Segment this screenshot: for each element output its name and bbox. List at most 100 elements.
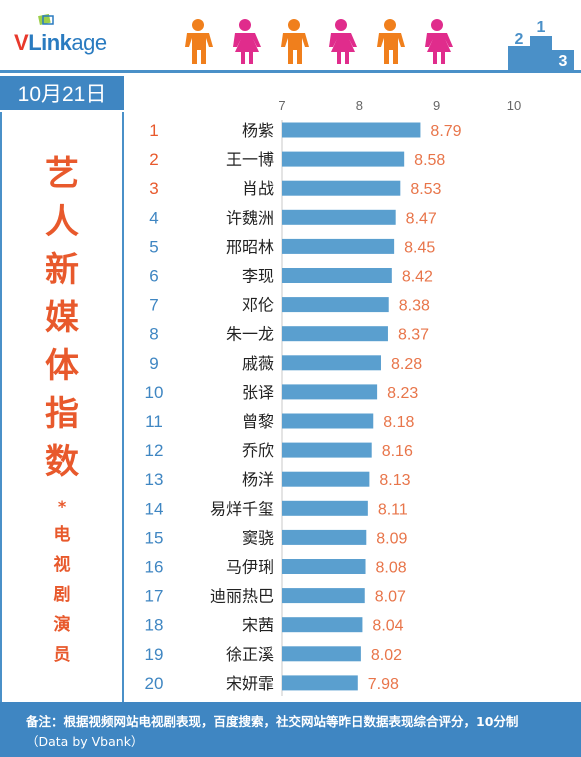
value-label: 8.45 — [404, 239, 435, 256]
bar — [282, 268, 392, 283]
date-label: 10月21日 — [17, 83, 107, 106]
category-label: 李现 — [242, 267, 274, 286]
rank-label: 5 — [149, 237, 158, 256]
male-person-icon — [281, 19, 309, 64]
rank-label: 9 — [149, 354, 158, 373]
footer-source: （Data by Vbank） — [26, 734, 144, 749]
category-label: 易烊千玺 — [210, 499, 274, 518]
side-panel — [0, 112, 124, 702]
bar — [282, 297, 389, 313]
bar — [282, 529, 367, 545]
rank-label: 4 — [149, 208, 158, 227]
date-badge: 10月21日 — [0, 76, 124, 110]
rank-label: 16 — [145, 558, 164, 577]
bar — [282, 180, 401, 196]
side-title-char: 媒 — [45, 298, 79, 338]
bar — [282, 588, 365, 604]
male-person-icon — [185, 19, 213, 64]
side-sub-char: 视 — [53, 555, 71, 575]
x-tick-label: 8 — [356, 98, 363, 113]
side-star: * — [57, 497, 67, 516]
bar — [282, 646, 361, 662]
bar — [282, 238, 395, 254]
footer-note-text: 备注：根据视频网站电视剧表现，百度搜索，社交网站等昨日数据表现综合评分，10分制 — [26, 714, 519, 729]
footer-note: 备注：根据视频网站电视剧表现，百度搜索，社交网站等昨日数据表现综合评分，10分制… — [0, 702, 581, 757]
rank-label: 20 — [145, 674, 164, 693]
side-title-char: 新 — [45, 250, 79, 290]
side-subtitle: 电 视 剧 演 员 — [0, 520, 124, 670]
category-label: 宋茜 — [242, 616, 274, 635]
header: VLinkage 1 2 3 — [0, 0, 581, 70]
side-sub-char: 剧 — [53, 585, 71, 605]
bar — [282, 675, 358, 691]
category-label: 张译 — [242, 383, 274, 402]
bar — [282, 326, 388, 342]
side-title-char: 艺 — [45, 154, 79, 194]
rank-label: 1 — [149, 121, 158, 140]
value-label: 8.37 — [398, 327, 429, 344]
bar — [282, 559, 366, 574]
rank-label: 6 — [149, 267, 158, 286]
value-label: 8.58 — [414, 152, 445, 169]
svg-text:3: 3 — [559, 53, 568, 70]
category-label: 王一博 — [226, 150, 274, 169]
female-person-icon — [233, 19, 261, 64]
female-person-icon — [425, 19, 453, 64]
value-label: 8.53 — [410, 181, 441, 198]
value-label: 8.38 — [399, 298, 430, 315]
value-label: 8.79 — [430, 123, 461, 140]
value-label: 8.13 — [379, 472, 410, 489]
category-label: 乔欣 — [242, 441, 274, 460]
category-label: 曾黎 — [242, 412, 274, 431]
logo-mark-icon — [38, 14, 54, 25]
value-label: 8.09 — [376, 530, 407, 547]
value-label: 8.42 — [402, 269, 433, 286]
side-title-char: 数 — [45, 442, 79, 482]
bar — [282, 413, 374, 429]
category-label: 邓伦 — [242, 296, 274, 315]
side-title: 艺 人 新 媒 体 指 数 — [0, 150, 124, 486]
rank-label: 7 — [149, 296, 158, 315]
value-label: 8.11 — [378, 501, 408, 518]
side-title-char: 体 — [45, 346, 79, 386]
svg-text:1: 1 — [537, 19, 546, 36]
male-person-icon — [377, 19, 405, 64]
value-label: 8.23 — [387, 385, 418, 402]
side-sub-char: 电 — [53, 525, 71, 545]
value-label: 8.07 — [375, 589, 406, 606]
category-label: 戚薇 — [242, 354, 274, 373]
x-tick-label: 7 — [278, 98, 285, 113]
value-label: 8.47 — [406, 210, 437, 227]
category-label: 肖战 — [242, 179, 274, 198]
bar — [282, 617, 363, 633]
side-title-char: 指 — [45, 394, 79, 434]
bar — [282, 471, 370, 487]
category-label: 许魏洲 — [226, 208, 274, 227]
category-label: 杨洋 — [242, 470, 274, 489]
bar — [282, 500, 368, 516]
rank-label: 14 — [145, 499, 164, 518]
value-label: 8.18 — [383, 414, 414, 431]
side-title-char: 人 — [45, 202, 79, 242]
value-label: 7.98 — [368, 676, 399, 693]
bar — [282, 355, 381, 371]
rank-label: 15 — [145, 528, 164, 547]
category-label: 马伊琍 — [226, 558, 274, 577]
svg-text:2: 2 — [515, 31, 524, 48]
x-tick-label: 10 — [507, 98, 521, 113]
category-label: 朱一龙 — [226, 325, 274, 344]
bar — [282, 122, 421, 138]
bar — [282, 384, 378, 400]
header-divider — [0, 70, 581, 73]
value-label: 8.16 — [382, 443, 413, 460]
category-label: 杨紫 — [242, 121, 274, 140]
rank-label: 3 — [149, 179, 158, 198]
value-label: 8.28 — [391, 356, 422, 373]
x-tick-label: 9 — [433, 98, 440, 113]
podium-icon: 1 2 3 — [508, 19, 574, 70]
category-label: 宋妍霏 — [226, 674, 274, 693]
brand-logo: VLinkage — [14, 30, 107, 55]
people-icons — [185, 19, 453, 64]
female-person-icon — [329, 19, 357, 64]
bar — [282, 151, 405, 167]
